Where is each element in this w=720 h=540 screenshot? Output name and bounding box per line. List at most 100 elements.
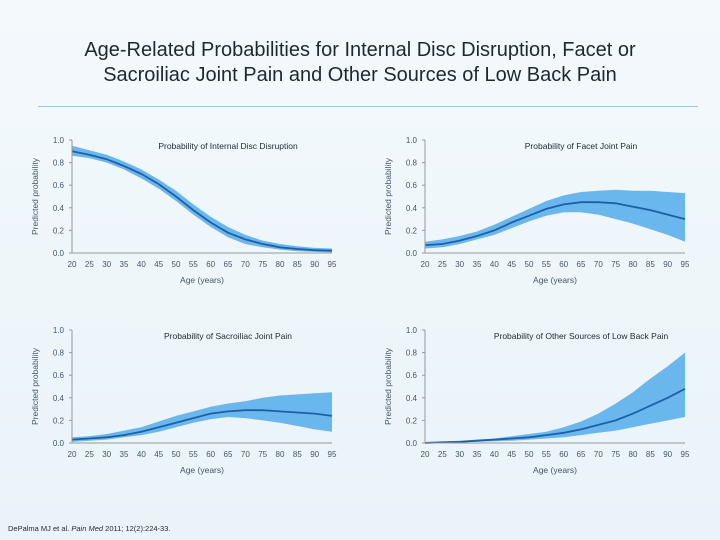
x-tick-label: 45 (154, 450, 163, 459)
citation-authors: DePalma MJ et al. (8, 524, 70, 533)
x-tick-label: 30 (102, 260, 111, 269)
citation: DePalma MJ et al. Pain Med 2011; 12(2):2… (8, 524, 170, 533)
x-tick-label: 20 (421, 260, 430, 269)
chart-sacroiliac-joint-pain: 0.0 0.2 0.4 0.6 0.8 1.0 20 25 30 35 40 45 50 55 60 65 70… (30, 326, 337, 475)
x-tick-label: 85 (646, 260, 655, 269)
x-tick-label: 90 (310, 260, 319, 269)
title-divider (38, 106, 698, 107)
y-axis-label: Predicted probability (30, 347, 40, 425)
y-axis-label: Predicted probability (383, 157, 393, 235)
chart-internal-disc-disruption: 0.0 0.2 0.4 0.6 0.8 1.0 20 25 30 35 40 45 50 55 60 65 70… (30, 136, 337, 285)
x-tick-label: 40 (490, 260, 499, 269)
x-tick-label: 25 (85, 450, 94, 459)
x-tick-label: 80 (629, 260, 638, 269)
y-tick-label: 0.4 (406, 394, 418, 403)
x-tick-label: 45 (507, 450, 516, 459)
panel-title: Probability of Sacroiliac Joint Pain (164, 331, 292, 341)
slide-title-line1: Age-Related Probabilities for Internal D… (84, 39, 636, 61)
x-tick-label: 25 (85, 260, 94, 269)
x-tick-label: 30 (455, 450, 464, 459)
x-tick-label: 85 (646, 450, 655, 459)
y-tick-label: 0.4 (53, 204, 65, 213)
citation-details: 2011; 12(2):224-33. (105, 524, 171, 533)
y-tick-label: 0.8 (406, 349, 418, 358)
x-tick-label: 55 (542, 450, 551, 459)
y-tick-label: 0.6 (53, 371, 65, 380)
y-tick-label: 0.2 (406, 226, 418, 235)
y-tick-label: 0.2 (406, 416, 418, 425)
x-tick-label: 65 (224, 260, 233, 269)
x-tick-label: 50 (525, 450, 534, 459)
slide-title-line2: Sacroiliac Joint Pain and Other Sources … (103, 64, 617, 86)
y-tick-label: 0.8 (53, 159, 65, 168)
series-line (424, 388, 686, 444)
x-tick-label: 65 (577, 260, 586, 269)
x-tick-label: 95 (328, 260, 337, 269)
y-tick-label: 0.8 (53, 349, 65, 358)
y-tick-label: 0.0 (53, 249, 65, 258)
x-tick-label: 75 (611, 450, 620, 459)
x-tick-label: 40 (490, 450, 499, 459)
series-line (71, 150, 333, 252)
x-tick-label: 35 (120, 260, 129, 269)
series-line (424, 201, 686, 246)
x-axis-label: Age (years) (533, 465, 577, 475)
x-tick-label: 85 (293, 450, 302, 459)
x-tick-label: 20 (421, 450, 430, 459)
x-tick-label: 60 (559, 260, 568, 269)
x-tick-label: 90 (663, 450, 672, 459)
x-tick-label: 55 (189, 450, 198, 459)
x-tick-label: 85 (293, 260, 302, 269)
y-tick-label: 1.0 (53, 326, 65, 335)
x-tick-label: 60 (206, 260, 215, 269)
x-tick-label: 35 (473, 450, 482, 459)
x-tick-label: 30 (455, 260, 464, 269)
x-tick-label: 50 (172, 260, 181, 269)
x-tick-label: 75 (258, 450, 267, 459)
x-tick-label: 95 (681, 260, 690, 269)
x-tick-label: 70 (594, 260, 603, 269)
x-axis-label: Age (years) (180, 465, 224, 475)
x-tick-label: 20 (68, 260, 77, 269)
x-tick-label: 70 (241, 450, 250, 459)
y-tick-label: 0.2 (53, 226, 65, 235)
x-tick-label: 90 (310, 450, 319, 459)
x-tick-label: 55 (542, 260, 551, 269)
panel-title: Probability of Internal Disc Disruption (158, 141, 298, 151)
citation-journal: Pain Med (71, 524, 104, 533)
y-axis-label: Predicted probability (383, 347, 393, 425)
x-tick-label: 50 (525, 260, 534, 269)
x-tick-label: 25 (438, 450, 447, 459)
x-tick-label: 40 (137, 260, 146, 269)
x-tick-label: 80 (276, 450, 285, 459)
x-tick-label: 65 (224, 450, 233, 459)
y-tick-label: 1.0 (406, 136, 418, 145)
confidence-band (425, 352, 685, 443)
x-tick-label: 80 (629, 450, 638, 459)
x-tick-label: 70 (241, 260, 250, 269)
y-tick-label: 0.4 (406, 204, 418, 213)
x-tick-label: 75 (258, 260, 267, 269)
x-tick-label: 60 (206, 450, 215, 459)
x-tick-label: 45 (154, 260, 163, 269)
x-tick-label: 25 (438, 260, 447, 269)
confidence-band (72, 392, 332, 442)
y-tick-label: 1.0 (406, 326, 418, 335)
panel-title: Probability of Other Sources of Low Back… (494, 331, 669, 341)
y-tick-label: 0.6 (406, 181, 418, 190)
x-tick-label: 75 (611, 260, 620, 269)
x-tick-label: 95 (681, 450, 690, 459)
y-tick-label: 1.0 (53, 136, 65, 145)
x-tick-label: 45 (507, 260, 516, 269)
x-tick-label: 35 (473, 260, 482, 269)
y-axis-label: Predicted probability (30, 157, 40, 235)
x-tick-label: 65 (577, 450, 586, 459)
x-tick-label: 90 (663, 260, 672, 269)
panel-title: Probability of Facet Joint Pain (525, 141, 638, 151)
y-tick-label: 0.6 (53, 181, 65, 190)
x-tick-label: 60 (559, 450, 568, 459)
chart-facet-joint-pain: 0.0 0.2 0.4 0.6 0.8 1.0 20 25 30 35 40 45 50 55 60 65 70… (383, 136, 690, 285)
x-tick-label: 20 (68, 450, 77, 459)
x-tick-label: 30 (102, 450, 111, 459)
